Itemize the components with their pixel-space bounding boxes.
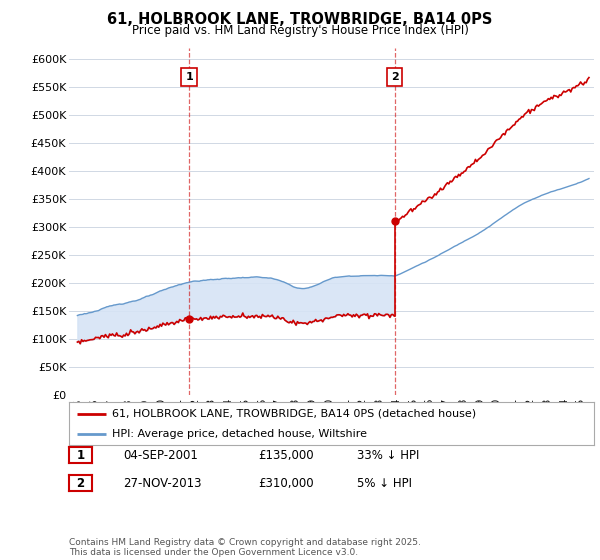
- Text: 61, HOLBROOK LANE, TROWBRIDGE, BA14 0PS (detached house): 61, HOLBROOK LANE, TROWBRIDGE, BA14 0PS …: [112, 409, 476, 419]
- Text: 33% ↓ HPI: 33% ↓ HPI: [357, 449, 419, 462]
- Text: HPI: Average price, detached house, Wiltshire: HPI: Average price, detached house, Wilt…: [112, 430, 367, 439]
- Text: 04-SEP-2001: 04-SEP-2001: [123, 449, 198, 462]
- Text: Price paid vs. HM Land Registry's House Price Index (HPI): Price paid vs. HM Land Registry's House …: [131, 24, 469, 37]
- Text: 61, HOLBROOK LANE, TROWBRIDGE, BA14 0PS: 61, HOLBROOK LANE, TROWBRIDGE, BA14 0PS: [107, 12, 493, 27]
- Text: £135,000: £135,000: [258, 449, 314, 462]
- Text: 1: 1: [76, 449, 85, 462]
- Text: 2: 2: [76, 477, 85, 490]
- Text: £310,000: £310,000: [258, 477, 314, 490]
- Text: 1: 1: [185, 72, 193, 82]
- Text: 27-NOV-2013: 27-NOV-2013: [123, 477, 202, 490]
- Text: Contains HM Land Registry data © Crown copyright and database right 2025.
This d: Contains HM Land Registry data © Crown c…: [69, 538, 421, 557]
- Text: 5% ↓ HPI: 5% ↓ HPI: [357, 477, 412, 490]
- Text: 2: 2: [391, 72, 398, 82]
